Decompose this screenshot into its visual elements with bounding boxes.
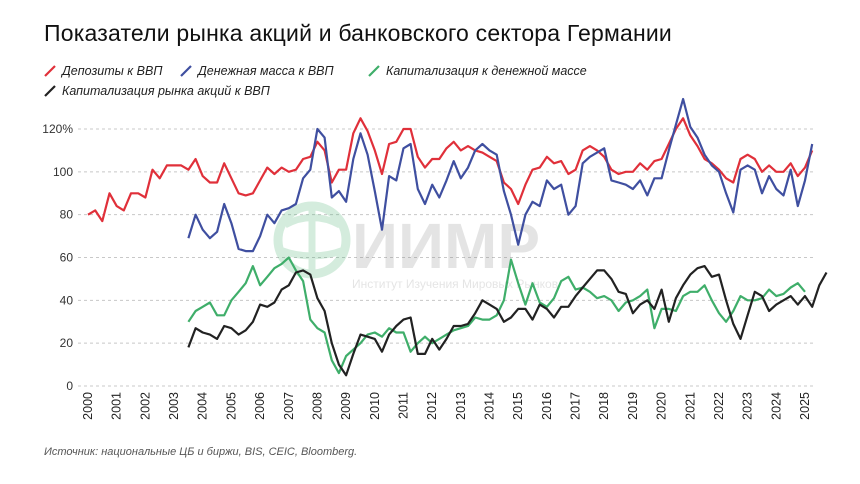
x-tick-label: 2013 <box>454 392 468 420</box>
x-tick-label: 2020 <box>655 392 669 420</box>
x-tick-label: 2004 <box>196 392 210 420</box>
source-note: Источник: национальные ЦБ и биржи, BIS, … <box>44 446 358 458</box>
x-tick-label: 2021 <box>683 392 697 420</box>
x-tick-label: 2024 <box>769 392 783 420</box>
legend-item-market-cap: Капитализация рынка акций к ВВП <box>44 84 270 98</box>
x-tick-label: 2014 <box>483 392 497 420</box>
x-tick-label: 2025 <box>798 392 812 420</box>
x-tick-label: 2008 <box>310 392 324 420</box>
x-tick-label: 2022 <box>712 392 726 420</box>
x-tick-label: 2017 <box>569 392 583 420</box>
legend-line-icon <box>180 65 192 77</box>
x-tick-label: 2003 <box>167 392 181 420</box>
x-tick-label: 2006 <box>253 392 267 420</box>
y-tick-label: 100 <box>53 165 73 179</box>
x-tick-label: 2016 <box>540 392 554 420</box>
x-tick-label: 2011 <box>396 392 410 419</box>
x-tick-label: 2019 <box>626 392 640 420</box>
x-tick-label: 2007 <box>282 392 296 420</box>
legend-item-deposits: Депозиты к ВВП <box>44 64 162 78</box>
x-tick-label: 2012 <box>425 392 439 420</box>
x-tick-label: 2001 <box>110 392 124 420</box>
x-tick-label: 2018 <box>597 392 611 420</box>
legend-line-icon <box>44 65 56 77</box>
legend-label: Денежная масса к ВВП <box>198 64 334 78</box>
x-tick-label: 2010 <box>368 392 382 420</box>
x-tick-label: 2023 <box>741 392 755 420</box>
y-tick-label: 20 <box>60 336 74 350</box>
legend-label: Капитализация рынка акций к ВВП <box>62 84 270 98</box>
series-line-2 <box>187 256 806 375</box>
y-tick-label: 0 <box>66 379 73 393</box>
chart-title: Показатели рынка акций и банковского сек… <box>44 20 672 46</box>
x-tick-label: 2000 <box>81 392 95 420</box>
y-tick-label: 80 <box>60 208 74 222</box>
x-tick-label: 2015 <box>511 392 525 420</box>
legend-line-icon <box>368 65 380 77</box>
x-tick-label: 2005 <box>224 392 238 420</box>
x-tick-label: 2002 <box>138 392 152 420</box>
legend-item-cap-to-money: Капитализация к денежной массе <box>368 64 587 78</box>
series-line-1 <box>187 97 814 253</box>
globe-logo-icon <box>273 201 351 279</box>
y-tick-label: 120% <box>42 122 73 136</box>
y-tick-label: 60 <box>60 251 74 265</box>
series-line-3 <box>187 265 828 377</box>
legend-item-money-supply: Денежная масса к ВВП <box>180 64 334 78</box>
series-line-0 <box>87 117 814 223</box>
x-tick-label: 2009 <box>339 392 353 420</box>
watermark-subtitle: Институт Изучения Мировых Рынков <box>352 277 558 291</box>
legend-line-icon <box>44 85 56 97</box>
y-tick-label: 40 <box>60 293 74 307</box>
legend-label: Депозиты к ВВП <box>62 64 163 78</box>
legend-label: Капитализация к денежной массе <box>386 64 587 78</box>
